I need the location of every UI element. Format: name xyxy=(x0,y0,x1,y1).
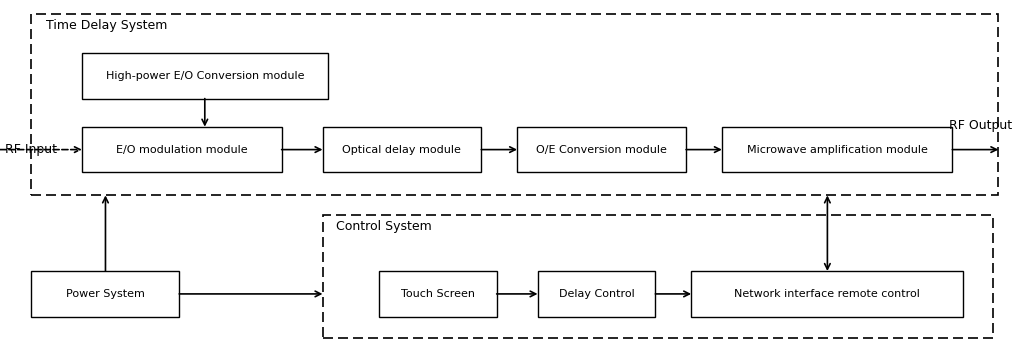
Text: Time Delay System: Time Delay System xyxy=(46,19,168,32)
Bar xyxy=(31,14,998,195)
Bar xyxy=(722,127,952,172)
Bar xyxy=(691,271,963,317)
Text: E/O modulation module: E/O modulation module xyxy=(116,145,248,155)
Bar xyxy=(323,127,481,172)
Bar xyxy=(538,271,655,317)
Bar xyxy=(379,271,497,317)
Bar xyxy=(31,271,179,317)
Text: Optical delay module: Optical delay module xyxy=(342,145,462,155)
Text: Network interface remote control: Network interface remote control xyxy=(734,289,920,299)
Text: RF Input: RF Input xyxy=(5,143,57,156)
Text: Delay Control: Delay Control xyxy=(559,289,634,299)
Bar xyxy=(82,53,328,99)
Text: RF Output: RF Output xyxy=(948,119,1012,132)
Text: Control System: Control System xyxy=(336,220,432,233)
Text: Microwave amplification module: Microwave amplification module xyxy=(746,145,928,155)
Text: Touch Screen: Touch Screen xyxy=(400,289,475,299)
Bar xyxy=(82,127,282,172)
Text: High-power E/O Conversion module: High-power E/O Conversion module xyxy=(105,71,304,81)
Bar xyxy=(323,215,993,338)
Text: O/E Conversion module: O/E Conversion module xyxy=(537,145,667,155)
Bar xyxy=(517,127,686,172)
Text: Power System: Power System xyxy=(66,289,144,299)
